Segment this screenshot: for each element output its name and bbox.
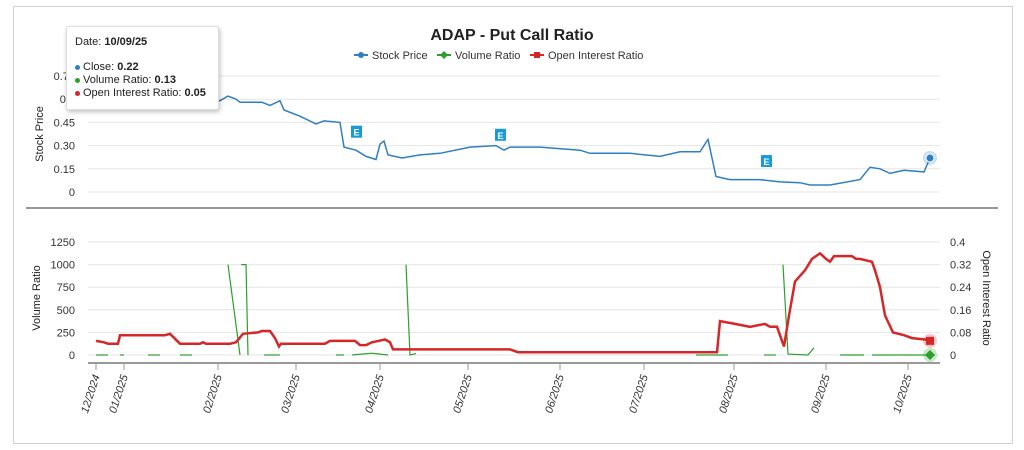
tooltip-volume-value: 0.13 [154, 74, 176, 86]
legend-item-volume-ratio[interactable]: Volume Ratio [437, 50, 520, 62]
tooltip-date: Date: 10/09/25 [75, 36, 210, 49]
x-tick-label: 08/2025 [717, 372, 741, 414]
y-tick-label-left: 1000 [51, 260, 75, 272]
legend-square-icon [534, 52, 540, 58]
open-interest-ratio-line [95, 251, 931, 354]
x-tick-label: 12/2024 [79, 373, 103, 415]
y-tick-label-left: 0 [69, 350, 75, 362]
y-tick-label-right: 0.16 [950, 305, 971, 317]
tooltip-oi: Open Interest Ratio: 0.05 [75, 87, 210, 100]
earnings-marker-box [351, 125, 362, 138]
tooltip-date-label: Date: [75, 36, 105, 48]
tooltip-close: Close: 0.22 [75, 61, 210, 74]
tooltip: Date: 10/09/25 Close: 0.22 Volume Ratio:… [66, 26, 219, 110]
y-tick-label-left: 1250 [51, 237, 75, 249]
tooltip-oi-label: Open Interest Ratio: [83, 87, 185, 99]
x-tick-label: 05/2025 [451, 372, 475, 414]
x-tick-label: 04/2025 [363, 372, 387, 414]
y-tick-label-right: 0 [950, 350, 956, 362]
x-tick-label: 03/2025 [279, 372, 303, 414]
volume-ratio-line [782, 264, 815, 356]
x-tick-label: 09/2025 [809, 372, 833, 414]
x-tick-label: 06/2025 [543, 372, 567, 414]
tooltip-volume: Volume Ratio: 0.13 [75, 74, 210, 87]
blue-dot-icon [75, 64, 80, 70]
x-tick-label: 07/2025 [627, 372, 651, 414]
y-tick-label: 0.45 [54, 117, 75, 129]
stock-price-hover-point [925, 153, 935, 163]
volume-ratio-line [405, 264, 417, 356]
legend-item-open-interest-ratio[interactable]: Open Interest Ratio [530, 50, 643, 62]
green-dot-icon [75, 77, 80, 83]
y-tick-label: 0.15 [54, 164, 75, 176]
tooltip-close-label: Close: [83, 61, 118, 73]
x-tick-label: 02/2025 [201, 372, 225, 414]
legend-label: Stock Price [372, 50, 428, 62]
legend-label: Open Interest Ratio [548, 50, 643, 62]
chart-title: ADAP - Put Call Ratio [430, 27, 594, 44]
y-tick-label-right: 0.24 [950, 282, 971, 294]
legend-diamond-icon [440, 51, 448, 59]
y-tick-label-right: 0.32 [950, 260, 971, 272]
y-axis-label-open-interest-ratio: Open Interest Ratio [980, 250, 992, 345]
tooltip-oi-value: 0.05 [184, 87, 206, 99]
y-axis-label-volume-ratio: Volume Ratio [31, 265, 43, 330]
x-tick-label: 10/2025 [891, 372, 915, 414]
earnings-marker[interactable]: E [351, 125, 362, 138]
tooltip-close-value: 0.22 [117, 61, 139, 73]
stock-price-line [96, 95, 931, 186]
earnings-marker-label: E [497, 131, 503, 141]
tooltip-date-value: 10/09/25 [104, 36, 148, 48]
y-tick-label: 0 [69, 187, 75, 199]
volume-ratio-line [241, 264, 249, 356]
earnings-marker[interactable]: E [761, 155, 772, 168]
volume-ratio-line [351, 352, 389, 356]
y-axis-label-stock-price: Stock Price [34, 106, 46, 162]
y-tick-label-left: 500 [57, 305, 75, 317]
tooltip-volume-label: Volume Ratio: [83, 74, 155, 86]
earnings-marker-box [761, 155, 772, 168]
red-dot-icon [75, 90, 80, 96]
earnings-marker-box [495, 128, 506, 141]
y-tick-label: 0.30 [54, 141, 75, 153]
y-tick-label-right: 0.08 [950, 327, 971, 339]
legend-circle-icon [358, 52, 364, 58]
y-tick-label-right: 0.4 [950, 237, 965, 249]
y-tick-label-left: 250 [57, 327, 75, 339]
legend-item-stock-price[interactable]: Stock Price [354, 50, 428, 62]
legend-label: Volume Ratio [455, 50, 520, 62]
y-tick-label-left: 750 [57, 282, 75, 294]
x-tick-label: 01/2025 [107, 372, 131, 414]
oi-hover-point [926, 336, 934, 345]
earnings-marker[interactable]: E [495, 128, 506, 141]
volume-hover-point [925, 350, 935, 360]
earnings-marker-label: E [353, 128, 359, 138]
earnings-marker-label: E [763, 157, 769, 167]
